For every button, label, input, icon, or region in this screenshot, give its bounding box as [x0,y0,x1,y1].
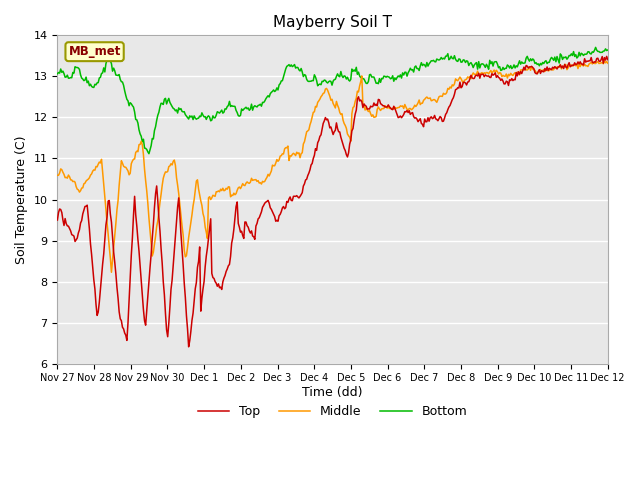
Bottom [145,151,153,156]
Top [319,120,327,126]
X-axis label: Time (dd): Time (dd) [302,386,363,399]
Title: Mayberry Soil T: Mayberry Soil T [273,15,392,30]
Middle [316,96,324,102]
Line: Middle: Middle [58,61,608,272]
Top [592,59,600,65]
Middle [382,104,390,109]
Top [316,133,324,139]
Y-axis label: Soil Temperature (C): Soil Temperature (C) [15,135,28,264]
Bottom [604,47,612,53]
Middle [592,60,600,66]
Bottom [506,65,513,71]
Top [604,57,612,62]
Line: Bottom: Bottom [58,48,608,154]
Middle [506,73,513,79]
Middle [353,96,360,101]
Text: MB_met: MB_met [68,45,121,58]
Bottom [592,45,600,50]
Middle [604,60,612,66]
Top [506,77,513,83]
Line: Top: Top [58,56,608,347]
Top [353,107,360,113]
Bottom [353,64,360,70]
Bottom [382,74,390,80]
Top [185,344,193,350]
Bottom [319,79,327,84]
Top [382,104,390,110]
Bottom [593,48,600,53]
Top [603,53,611,59]
Middle [600,58,608,64]
Middle [108,269,115,275]
Middle [54,172,61,178]
Bottom [54,71,61,77]
Middle [319,91,327,96]
Legend: Top, Middle, Bottom: Top, Middle, Bottom [193,400,472,423]
Top [54,217,61,223]
Bottom [316,81,324,87]
